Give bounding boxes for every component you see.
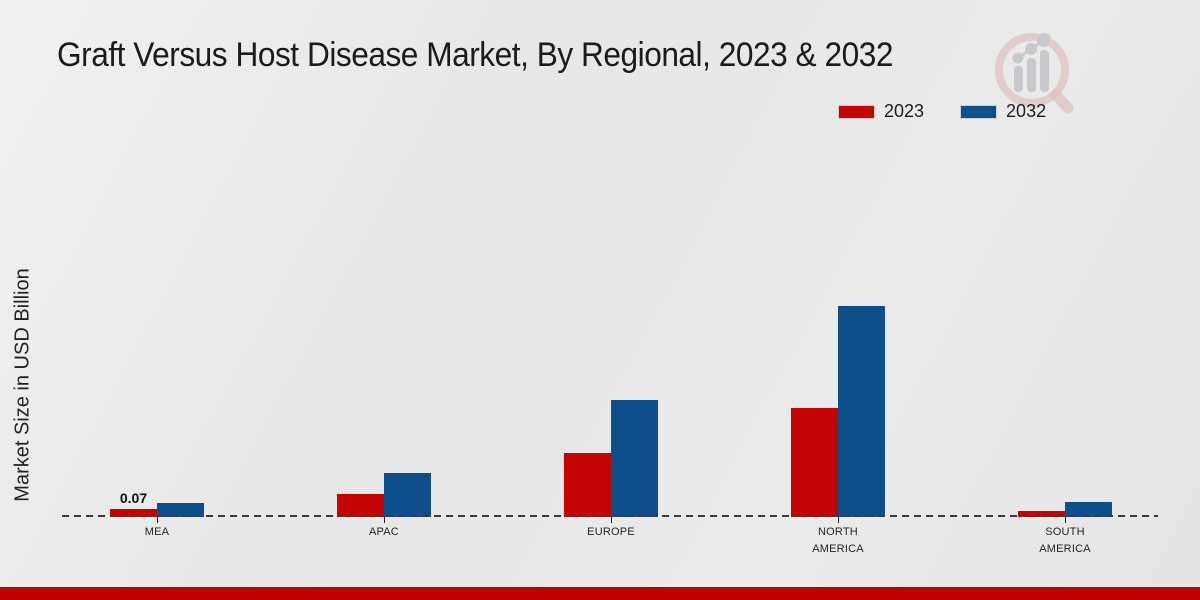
x-axis-category-label: EUROPE (587, 526, 635, 538)
bar-2032-north-america (838, 306, 885, 517)
bar-2032-mea (157, 503, 204, 517)
x-axis-tick (157, 517, 158, 523)
legend-label-2032: 2032 (1006, 101, 1047, 121)
x-axis-tick (838, 517, 839, 523)
legend-item-2032: 2032 (960, 101, 1046, 122)
legend-swatch-2032 (960, 104, 998, 119)
legend: 2023 2032 (838, 101, 1046, 122)
x-axis-tick (1065, 517, 1066, 523)
x-axis-tick (384, 517, 385, 523)
legend-item-2023: 2023 (838, 101, 924, 122)
bar-2023-apac (337, 494, 384, 517)
bar-2032-south-america (1065, 502, 1112, 517)
legend-label-2023: 2023 (884, 101, 925, 121)
x-axis-baseline (62, 515, 1158, 517)
x-axis-category-label: MEA (144, 526, 170, 538)
bar-2023-north-america (791, 408, 838, 517)
x-axis-tick (611, 517, 612, 523)
legend-swatch-2023 (838, 104, 875, 119)
magnifier-chart-watermark-icon (995, 33, 1074, 114)
bar-2023-europe (564, 453, 611, 517)
x-axis-category-label: SOUTH AMERICA (1039, 526, 1091, 555)
bar-2023-mea (110, 509, 157, 517)
chart-title: Graft Versus Host Disease Market, By Reg… (57, 36, 893, 74)
bar-2023-south-america (1018, 511, 1065, 517)
x-axis-category-label: NORTH AMERICA (812, 526, 864, 555)
bar-2032-apac (384, 473, 431, 517)
x-axis-category-label: APAC (369, 526, 399, 538)
footer-accent-bar (0, 587, 1200, 600)
bar-2032-europe (611, 400, 658, 517)
data-label-2023-mea: 0.07 (119, 490, 148, 506)
